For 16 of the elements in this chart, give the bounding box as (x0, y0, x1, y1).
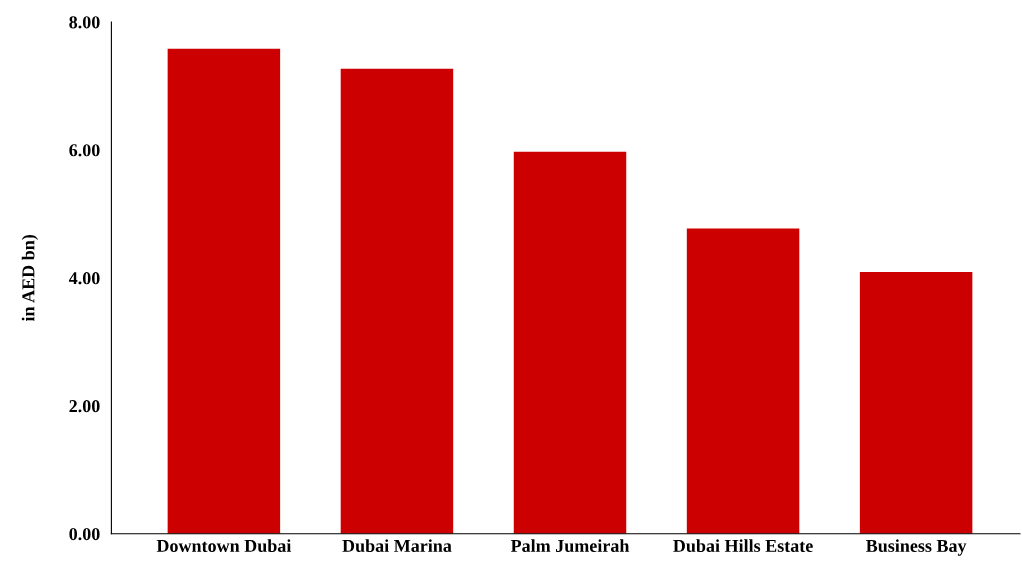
y-tick-label: 4.00 (68, 272, 100, 285)
y-tick-label: 0.00 (69, 527, 100, 541)
bar (340, 68, 454, 534)
bar (686, 228, 800, 534)
x-tick-label: Business Bay (865, 539, 967, 556)
x-tick-label: Dubai Marina (342, 539, 452, 553)
x-tick-label: Dubai Hills Estate (673, 539, 813, 553)
y-tick-label: 6.00 (69, 144, 100, 157)
x-tick-label: Downtown Dubai (156, 539, 292, 553)
y-tick-label: 8.00 (69, 16, 100, 29)
y-axis-title: in AED bn) (21, 234, 39, 322)
bar (167, 48, 281, 534)
bar (513, 151, 627, 534)
x-tick-label: Palm Jumeirah (510, 539, 630, 553)
bar (859, 272, 973, 534)
y-tick-label: 2.00 (69, 400, 100, 413)
